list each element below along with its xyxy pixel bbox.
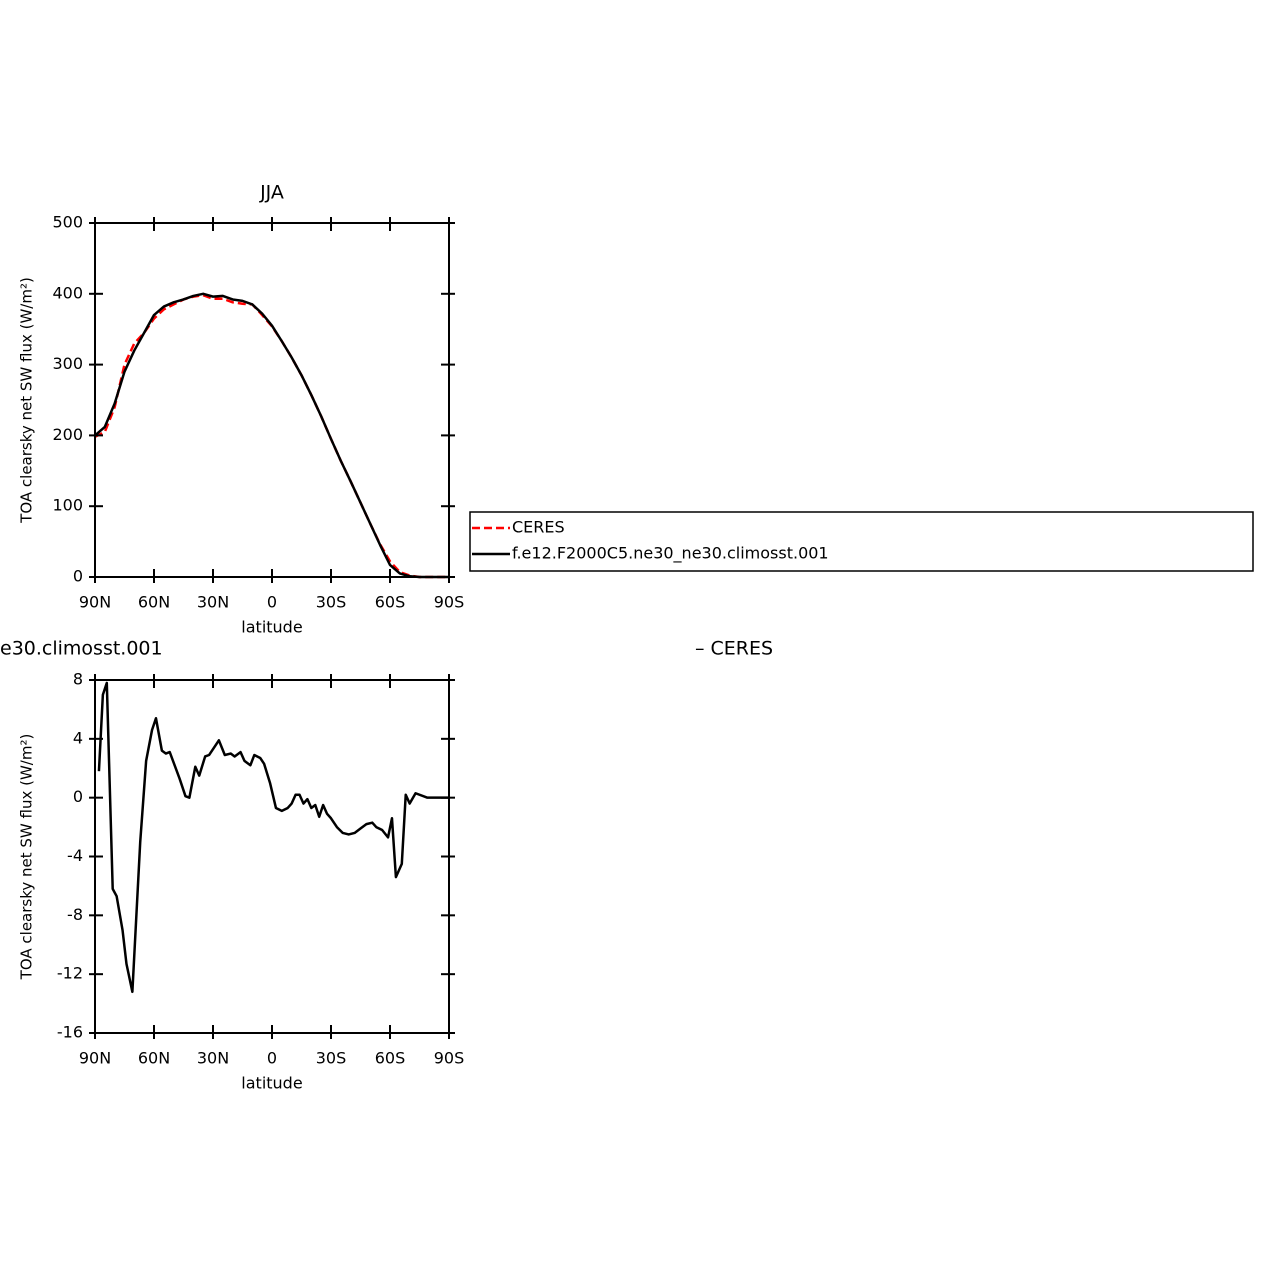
y-tick-label: 8 xyxy=(73,670,83,689)
x-tick-label: 60S xyxy=(375,593,406,612)
chart-title: e30.climosst.001 xyxy=(0,638,163,660)
x-tick-label: 90S xyxy=(434,593,465,612)
y-tick-label: 400 xyxy=(52,283,83,302)
x-tick-label: 30N xyxy=(197,593,229,612)
y-tick-label: 100 xyxy=(52,496,83,515)
x-tick-label: 30S xyxy=(316,593,347,612)
y-tick-label: 4 xyxy=(73,728,83,747)
y-tick-label: 200 xyxy=(52,425,83,444)
x-tick-label: 30S xyxy=(316,1049,347,1068)
y-tick-label: -4 xyxy=(67,846,83,865)
chart-title: JJA xyxy=(259,182,284,204)
legend-box xyxy=(469,511,1254,572)
x-tick-label: 90S xyxy=(434,1049,465,1068)
data-line xyxy=(94,292,449,579)
y-axis-label: TOA clearsky net SW flux (W/m²) xyxy=(18,277,36,524)
x-tick-label: 0 xyxy=(267,593,277,612)
x-tick-label: 90N xyxy=(79,593,111,612)
x-tick-label: 60S xyxy=(375,1049,406,1068)
chart-title: – CERES xyxy=(695,638,773,660)
y-tick-label: -12 xyxy=(57,964,83,983)
y-axis-label: TOA clearsky net SW flux (W/m²) xyxy=(18,734,36,981)
x-tick-label: 60N xyxy=(138,593,170,612)
legend-label: f.e12.F2000C5.ne30_ne30.climosst.001 xyxy=(512,544,829,564)
y-tick-label: 300 xyxy=(52,354,83,373)
data-line xyxy=(97,681,449,994)
x-tick-label: 90N xyxy=(79,1049,111,1068)
legend-label: CERES xyxy=(512,518,565,537)
y-tick-label: 0 xyxy=(73,787,83,806)
x-tick-label: 60N xyxy=(138,1049,170,1068)
y-tick-label: 0 xyxy=(73,567,83,586)
y-tick-label: 500 xyxy=(52,213,83,232)
y-tick-label: -8 xyxy=(67,905,83,924)
x-tick-label: 30N xyxy=(197,1049,229,1068)
y-tick-label: -16 xyxy=(57,1023,83,1042)
x-axis-label: latitude xyxy=(241,618,302,637)
data-line xyxy=(94,293,449,579)
x-tick-label: 0 xyxy=(267,1049,277,1068)
x-axis-label: latitude xyxy=(241,1074,302,1093)
